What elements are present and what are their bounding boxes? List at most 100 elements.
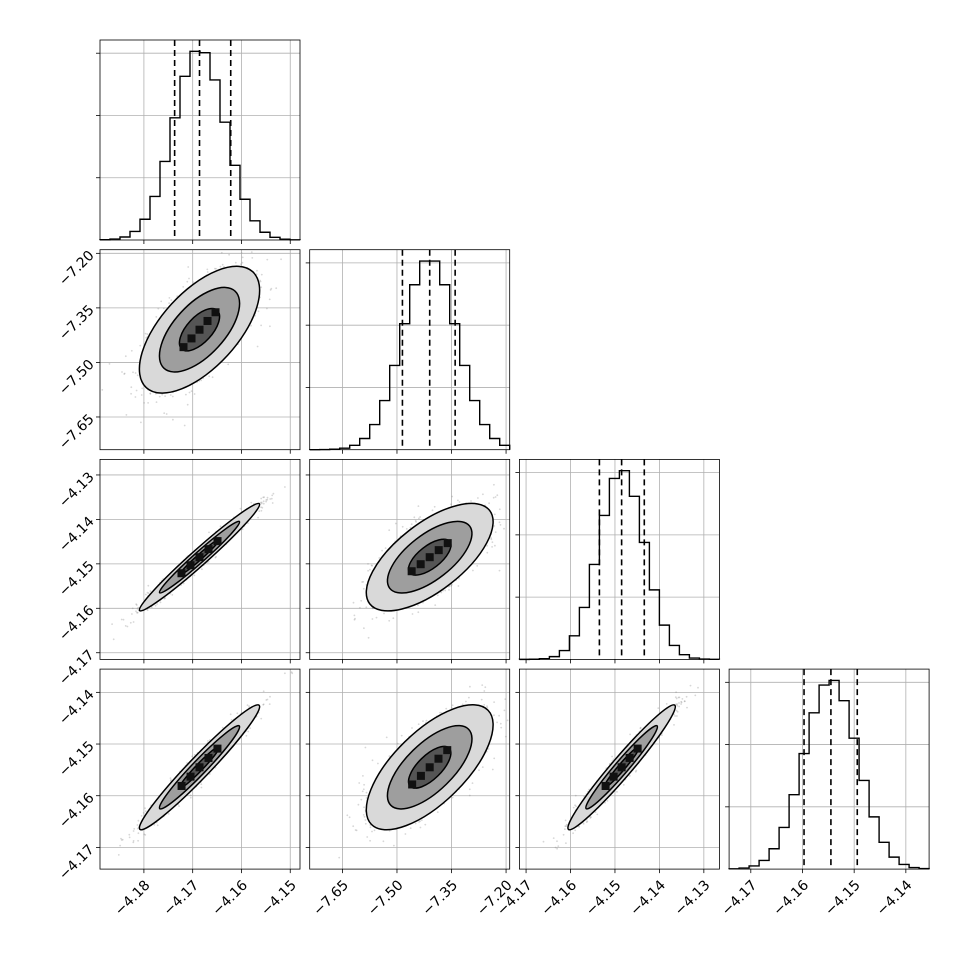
scatter-point bbox=[135, 389, 138, 392]
scatter-point bbox=[155, 316, 158, 318]
scatter-point bbox=[207, 740, 209, 742]
density-block bbox=[195, 325, 204, 334]
scatter-point bbox=[131, 607, 134, 610]
scatter-point bbox=[434, 604, 437, 606]
scatter-point bbox=[388, 619, 391, 622]
scatter-point bbox=[147, 402, 150, 404]
scatter-point bbox=[200, 379, 203, 382]
density-block bbox=[434, 546, 443, 555]
scatter-point bbox=[139, 344, 142, 347]
scatter-point bbox=[214, 556, 217, 559]
scatter-point bbox=[124, 625, 127, 627]
scatter-point bbox=[249, 727, 252, 729]
scatter-point bbox=[130, 386, 133, 389]
scatter-point bbox=[207, 560, 210, 563]
scatter-point bbox=[208, 375, 211, 378]
scatter-point bbox=[192, 281, 195, 284]
scatter-point bbox=[144, 807, 146, 810]
scatter-point bbox=[169, 777, 172, 779]
scatter-point bbox=[261, 506, 264, 509]
scatter-point bbox=[140, 421, 142, 424]
panel-frame bbox=[99, 249, 301, 451]
scatter-point bbox=[108, 363, 111, 365]
scatter-point bbox=[271, 494, 274, 497]
scatter-point bbox=[353, 614, 356, 617]
scatter-point bbox=[266, 307, 268, 310]
scatter-point bbox=[260, 506, 262, 508]
scatter-point bbox=[257, 310, 260, 313]
scatter-point bbox=[410, 523, 413, 526]
scatter-point bbox=[193, 393, 196, 395]
scatter-point bbox=[187, 266, 190, 268]
scatter-point bbox=[123, 372, 126, 375]
scatter-point bbox=[450, 503, 452, 506]
scatter-point bbox=[200, 786, 203, 789]
density-block bbox=[204, 545, 213, 554]
scatter-point bbox=[219, 265, 222, 268]
scatter-point bbox=[219, 525, 222, 528]
scatter-point bbox=[451, 583, 453, 586]
scatter-point bbox=[269, 289, 272, 291]
scatter-point bbox=[246, 704, 249, 706]
scatter-point bbox=[130, 392, 133, 395]
scatter-point bbox=[440, 591, 443, 594]
scatter-point bbox=[168, 297, 171, 299]
scatter-point bbox=[136, 827, 139, 830]
scatter-point bbox=[503, 527, 505, 530]
scatter-point bbox=[470, 500, 472, 502]
histogram-panel-0 bbox=[96, 39, 301, 244]
scatter-point bbox=[270, 287, 273, 290]
scatter-point bbox=[240, 252, 243, 254]
scatter-point bbox=[375, 616, 378, 619]
density-block bbox=[177, 569, 186, 578]
scatter-point bbox=[417, 611, 420, 614]
scatter-point bbox=[206, 268, 209, 271]
scatter-point bbox=[384, 547, 387, 549]
scatter-point bbox=[259, 280, 262, 283]
scatter-point bbox=[125, 414, 128, 416]
scatter-point bbox=[413, 516, 416, 519]
scatter-point bbox=[486, 551, 489, 554]
density-block bbox=[416, 560, 425, 569]
scatter-point bbox=[280, 258, 282, 261]
scatter-point bbox=[146, 609, 149, 612]
scatter-point bbox=[171, 395, 174, 398]
scatter-point bbox=[482, 493, 484, 496]
scatter-point bbox=[260, 273, 263, 276]
scatter-point bbox=[259, 279, 261, 282]
scatter-point bbox=[498, 521, 501, 524]
y-tick-label: −4.16 bbox=[56, 603, 98, 645]
scatter-point bbox=[259, 501, 262, 504]
scatter-point bbox=[450, 585, 453, 587]
scatter-point bbox=[262, 502, 265, 505]
scatter-point bbox=[142, 812, 145, 814]
scatter-point bbox=[141, 387, 144, 390]
scatter-point bbox=[256, 269, 258, 272]
scatter-point bbox=[172, 418, 174, 421]
scatter-point bbox=[147, 592, 150, 595]
scatter-point bbox=[220, 251, 223, 254]
scatter-point bbox=[120, 839, 123, 841]
scatter-point bbox=[159, 601, 162, 604]
scatter-point bbox=[362, 587, 365, 590]
scatter-point bbox=[493, 513, 496, 516]
scatter-point bbox=[417, 604, 419, 607]
scatter-point bbox=[121, 838, 124, 841]
panel-frame bbox=[99, 39, 301, 241]
scatter-point bbox=[370, 564, 373, 567]
scatter-point bbox=[206, 271, 209, 273]
scatter-point bbox=[239, 507, 242, 510]
scatter-point bbox=[186, 403, 189, 406]
scatter-point bbox=[392, 617, 395, 620]
scatter-point bbox=[250, 324, 252, 327]
scatter-point bbox=[257, 516, 259, 519]
scatter-point bbox=[164, 597, 167, 599]
density-block bbox=[425, 553, 434, 562]
scatter-point bbox=[241, 528, 244, 531]
scatter-point bbox=[135, 610, 137, 613]
scatter-point bbox=[144, 810, 147, 813]
density-block bbox=[211, 308, 220, 317]
scatter-point bbox=[188, 277, 190, 280]
scatter-point bbox=[493, 483, 495, 486]
scatter-point bbox=[417, 505, 420, 507]
